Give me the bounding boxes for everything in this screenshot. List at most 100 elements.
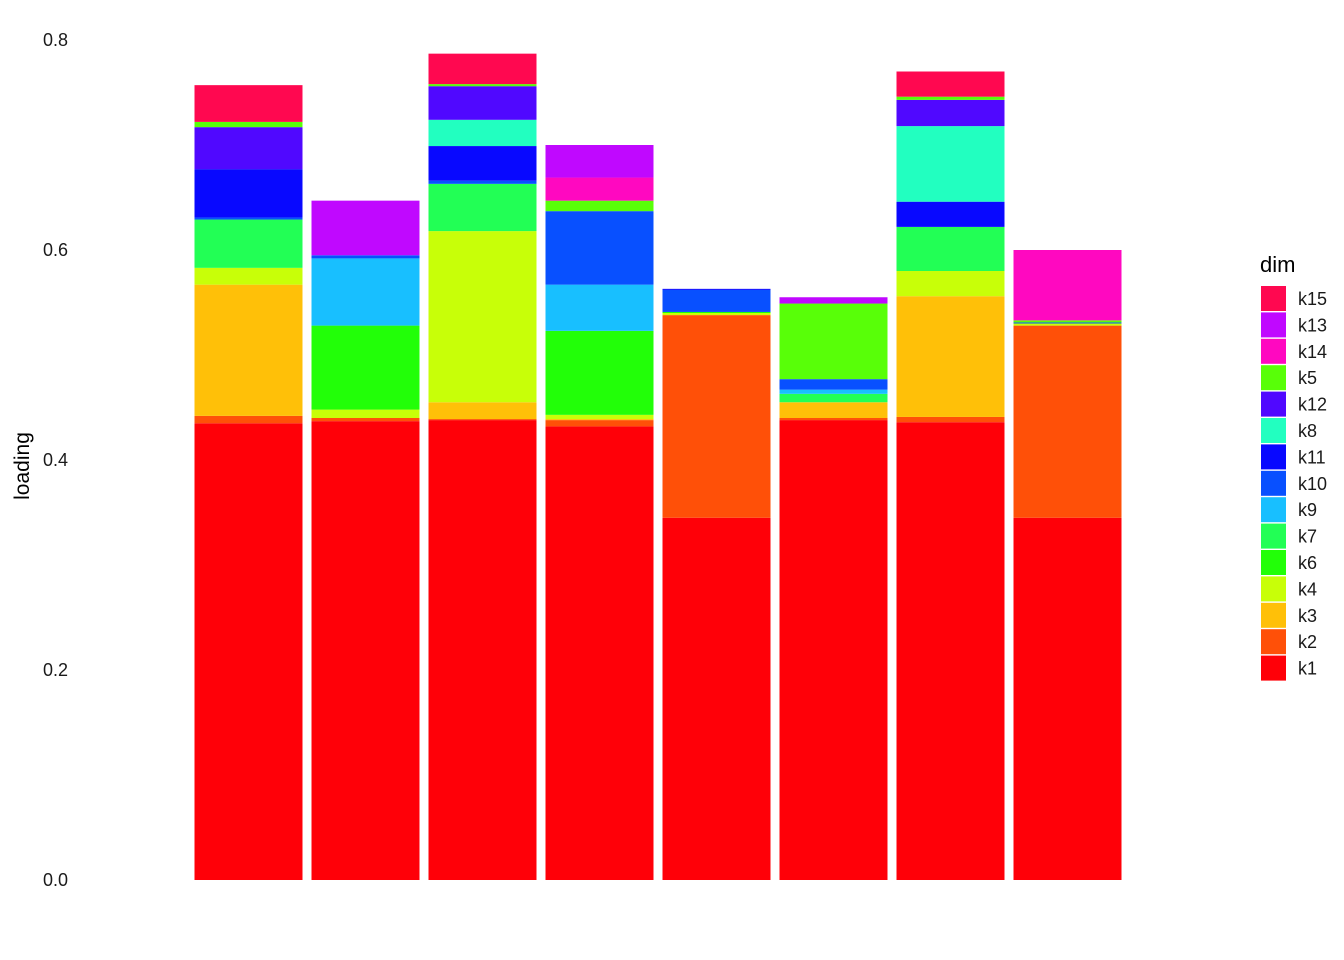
bar-stack [311,200,420,880]
bar-segment-k2 [779,418,888,421]
bar-segment-k1 [545,426,654,880]
bar-segment-k7 [428,183,537,232]
bar-stack [428,53,537,880]
bar-segment-k12 [194,127,303,170]
bar-segment-k11 [194,169,303,218]
bar-segment-k7 [779,393,888,403]
bar-segment-k4 [311,409,420,418]
bar-segment-k15 [428,53,537,85]
bar-stack [1013,250,1122,880]
bar-stack [662,288,771,880]
bar-segment-k8 [428,119,537,147]
bar-segment-k2 [1013,325,1122,518]
legend-title: dim [1260,252,1295,277]
legend-swatch-k9 [1261,497,1286,523]
bar-segment-k1 [662,517,771,880]
bar-segment-k13 [545,145,654,178]
y-tick-label: 0.6 [43,240,68,260]
legend-label-k2: k2 [1298,632,1317,652]
legend-label-k10: k10 [1298,474,1327,494]
legend-swatch-k13 [1261,312,1286,338]
bar-segment-k4 [1013,323,1122,326]
bar-segment-k1 [1013,517,1122,880]
legend-label-k13: k13 [1298,315,1327,335]
bar-segment-k4 [896,271,1005,297]
bar-segment-k15 [194,85,303,122]
bar-segment-k5 [1013,320,1122,323]
legend-swatch-k7 [1261,523,1286,549]
bar-segment-k3 [779,402,888,418]
bar-segment-k13 [779,297,888,304]
bar-segment-k12 [896,99,1005,127]
bar-stack [779,297,888,880]
bar-segment-k1 [194,423,303,880]
bar-segment-k7 [194,219,303,268]
bar-segment-k3 [194,284,303,416]
y-axis-ticks: 0.0 0.2 0.4 0.6 0.8 [43,30,68,890]
legend-swatch-k5 [1261,365,1286,391]
legend-swatch-k14 [1261,338,1286,364]
legend-label-k6: k6 [1298,553,1317,573]
bar-segment-k11 [896,201,1005,227]
y-tick-label: 0.0 [43,870,68,890]
bar-segment-k7 [896,226,1005,271]
bar-segment-k10 [779,379,888,390]
y-tick-label: 0.2 [43,660,68,680]
legend-swatch-k15 [1261,286,1286,311]
bar-segment-k6 [545,330,654,415]
legend-swatch-k8 [1261,418,1286,443]
y-tick-label: 0.4 [43,450,68,470]
bar-stack [545,145,654,880]
bar-segment-k1 [779,420,888,880]
legend-label-k9: k9 [1298,500,1317,520]
legend-label-k12: k12 [1298,395,1327,415]
bar-segment-k5 [194,121,303,128]
bar-segment-k6 [662,311,771,313]
legend-swatch-k10 [1261,470,1286,496]
bar-segment-k10 [1013,322,1122,324]
bar-segment-k2 [311,418,420,422]
legend-label-k3: k3 [1298,606,1317,626]
bar-segment-k2 [662,315,771,518]
legend-swatch-k1 [1261,655,1286,681]
bar-segment-k2 [545,420,654,427]
legend-label-k1: k1 [1298,659,1317,679]
legend-swatch-k11 [1261,444,1286,470]
legend-swatch-k3 [1261,602,1286,628]
bar-segment-k10 [428,180,537,184]
bar-segment-k10 [311,255,420,259]
bar-segment-k2 [428,419,537,421]
bar-segment-k1 [428,420,537,880]
legend-label-k15: k15 [1298,289,1327,309]
bar-segment-k9 [779,389,888,394]
bar-segment-k13 [311,200,420,256]
bar-segment-k4 [545,414,654,420]
legend-swatch-k12 [1261,391,1286,417]
bar-segment-k11 [662,288,771,290]
legend-label-k5: k5 [1298,368,1317,388]
legend-label-k7: k7 [1298,527,1317,547]
bar-segment-k6 [311,325,420,410]
bar-segment-k5 [896,96,1005,100]
bar-segment-k12 [428,86,537,120]
bar-segment-k14 [1013,250,1122,321]
y-tick-label: 0.8 [43,30,68,50]
bar-segment-k4 [662,313,771,316]
legend-label-k14: k14 [1298,342,1327,362]
legend-label-k11: k11 [1298,447,1326,467]
legend-label-k8: k8 [1298,421,1317,441]
legend-swatch-k2 [1261,629,1286,655]
bar-segment-k3 [545,419,654,421]
bar-segment-k4 [428,231,537,403]
bar-segment-k4 [194,267,303,285]
bar-segment-k11 [428,146,537,181]
bar-segment-k8 [896,126,1005,202]
bar-segment-k2 [194,415,303,424]
bar-segment-k1 [311,421,420,880]
bar-segment-k10 [662,289,771,312]
bar-segment-k15 [896,71,1005,97]
bar-segment-k9 [311,258,420,326]
bar-segment-k3 [428,402,537,420]
legend-swatch-k6 [1261,550,1286,575]
